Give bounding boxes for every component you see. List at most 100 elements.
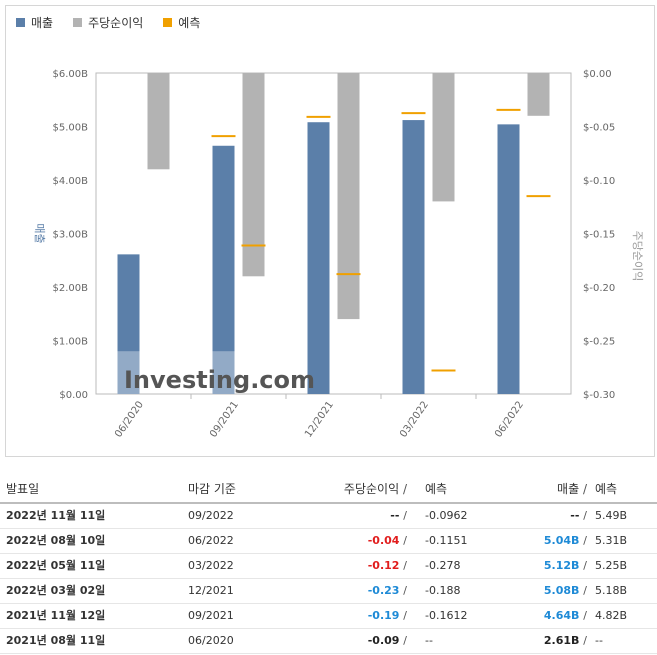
table-row: 2022년 08월 10일 06/2022 -0.04 / -0.1151 5.04B … (0, 529, 657, 554)
row-date: 2022년 03월 02일 (6, 584, 106, 597)
row-revenue-sep: / (583, 559, 587, 572)
header-eps-label: 주당순이익 (343, 482, 400, 496)
y-left-tick-label: $1.00B (53, 337, 89, 348)
row-revenue: 5.08B / (544, 579, 587, 603)
row-eps-value: -0.09 (367, 634, 400, 647)
row-revenue-forecast: 5.49B (595, 509, 628, 522)
chart-legend: 매출 주당순이익 예측 (16, 14, 200, 31)
header-revenue-sep: / (582, 482, 587, 496)
x-tick-label: 06/2020 (113, 399, 146, 439)
row-revenue-value: 4.64B (543, 609, 580, 622)
row-period: 06/2022 (188, 534, 234, 547)
header-period[interactable]: 마감 기준 (188, 482, 236, 496)
row-revenue-sep: / (583, 609, 587, 622)
table-row: 2022년 03월 02일 12/2021 -0.23 / -0.188 5.08B /… (0, 579, 657, 604)
y-left-tick-label: $5.00B (53, 123, 89, 134)
forecast-swatch-icon (163, 18, 173, 27)
legend-item-revenue[interactable]: 매출 (16, 14, 53, 31)
row-period: 09/2022 (188, 509, 234, 522)
header-eps[interactable]: 주당순이익 / (344, 476, 407, 502)
earnings-chart: 매출 주당순이익 예측 $0.00 $1.00B $2.00B $3.00B $4.00… (5, 5, 655, 457)
row-revenue: 2.61B / (544, 629, 587, 653)
row-eps-forecast: -0.1612 (425, 609, 468, 622)
table-body: 2022년 11월 11일 09/2022 -- / -0.0962 -- / 5.49B… (0, 504, 657, 654)
eps-bar (432, 73, 455, 202)
row-revenue-forecast: 4.82B (595, 609, 628, 622)
row-eps-sep: / (403, 509, 407, 522)
legend-item-forecast[interactable]: 예측 (163, 14, 200, 31)
eps-swatch-icon (73, 18, 83, 27)
table-row: 2022년 05월 11일 03/2022 -0.12 / -0.278 5.12B /… (0, 554, 657, 579)
earnings-table: 발표일 마감 기준 주당순이익 / 예측 매출 / 예측 2022년 11월 1… (0, 476, 657, 654)
x-tick-label: 06/2022 (493, 399, 526, 439)
row-eps-forecast: -0.278 (425, 559, 461, 572)
row-revenue-sep: / (583, 584, 587, 597)
header-eps-forecast[interactable]: 예측 (425, 482, 448, 496)
row-period: 09/2021 (188, 609, 234, 622)
row-revenue-forecast: 5.18B (595, 584, 628, 597)
row-revenue-value: 2.61B (543, 634, 580, 647)
table-row: 2021년 11월 12일 09/2021 -0.19 / -0.1612 4.64B … (0, 604, 657, 629)
y-right-tick-label: $-0.20 (583, 283, 615, 294)
row-date: 2021년 11월 12일 (6, 609, 106, 622)
y-right-tick-label: $-0.10 (583, 176, 615, 187)
header-date[interactable]: 발표일 (6, 482, 40, 496)
row-period: 12/2021 (188, 584, 234, 597)
row-eps-value: -0.23 (367, 584, 400, 597)
x-tick-label: 03/2022 (398, 399, 431, 439)
row-revenue-forecast: 5.31B (595, 534, 628, 547)
y-left-tick-label: $6.00B (53, 69, 89, 80)
y-left-tick-label: $0.00 (59, 390, 88, 401)
row-period: 03/2022 (188, 559, 234, 572)
row-eps-forecast: -0.1151 (425, 534, 468, 547)
row-eps: -- / (390, 504, 407, 528)
row-eps: -0.09 / (368, 629, 407, 653)
y-left-tick-label: $2.00B (53, 283, 89, 294)
revenue-bar (307, 122, 330, 394)
y-right-axis-title: 주당순이익 (631, 231, 644, 282)
row-revenue: 4.64B / (544, 604, 587, 628)
row-eps-value: -0.19 (367, 609, 400, 622)
row-eps: -0.19 / (368, 604, 407, 628)
table-row: 2022년 11월 11일 09/2022 -- / -0.0962 -- / 5.49B (0, 504, 657, 529)
row-eps-value: -- (390, 509, 400, 522)
eps-bar (242, 73, 265, 277)
legend-label-revenue: 매출 (31, 16, 54, 30)
row-eps-sep: / (403, 559, 407, 572)
row-period: 06/2020 (188, 634, 234, 647)
y-left-axis-title: 매출 (33, 223, 46, 243)
legend-item-eps[interactable]: 주당순이익 (73, 14, 143, 31)
header-revenue-forecast[interactable]: 예측 (595, 482, 618, 496)
row-revenue-sep: / (583, 634, 587, 647)
header-revenue[interactable]: 매출 / (557, 476, 587, 502)
revenue-bar (212, 145, 235, 394)
row-eps: -0.04 / (368, 529, 407, 553)
legend-label-forecast: 예측 (178, 16, 201, 30)
row-revenue-sep: / (583, 534, 587, 547)
header-eps-sep: / (402, 482, 407, 496)
x-tick-label: 12/2021 (303, 399, 336, 439)
row-date: 2022년 11월 11일 (6, 509, 106, 522)
row-revenue-value: 5.04B (543, 534, 580, 547)
revenue-bar (497, 124, 520, 395)
row-revenue: -- / (570, 504, 587, 528)
table-header-row: 발표일 마감 기준 주당순이익 / 예측 매출 / 예측 (0, 476, 657, 504)
row-eps-sep: / (403, 634, 407, 647)
eps-bar (527, 73, 550, 116)
row-revenue: 5.04B / (544, 529, 587, 553)
investing-logo-watermark: Investing.com (124, 366, 315, 394)
revenue-bar (402, 120, 425, 394)
y-right-tick-label: $-0.25 (583, 337, 615, 348)
row-eps: -0.23 / (368, 579, 407, 603)
y-left-tick-label: $4.00B (53, 176, 89, 187)
header-revenue-label: 매출 (557, 482, 580, 496)
row-eps-sep: / (403, 584, 407, 597)
row-eps-sep: / (403, 609, 407, 622)
row-eps-forecast: -- (425, 634, 433, 647)
row-date: 2022년 05월 11일 (6, 559, 106, 572)
chart-plot: $0.00 $1.00B $2.00B $3.00B $4.00B $5.00B $6.00… (33, 69, 644, 440)
table-row: 2021년 08월 11일 06/2020 -0.09 / -- 2.61B / -- (0, 629, 657, 654)
row-eps-value: -0.04 (367, 534, 400, 547)
row-date: 2022년 08월 10일 (6, 534, 106, 547)
row-revenue: 5.12B / (544, 554, 587, 578)
